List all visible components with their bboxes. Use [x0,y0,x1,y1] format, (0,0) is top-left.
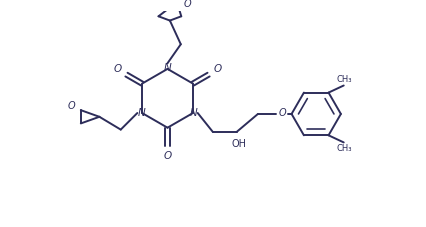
Text: O: O [113,64,121,74]
Text: CH₃: CH₃ [336,75,351,84]
Text: O: O [183,0,191,10]
Text: N: N [163,63,171,73]
Text: N: N [189,108,197,118]
Text: O: O [163,151,171,161]
Text: OH: OH [231,139,246,149]
Text: N: N [138,108,145,118]
Text: O: O [278,108,285,118]
Text: O: O [68,101,75,111]
Text: O: O [213,64,221,74]
Text: CH₃: CH₃ [336,144,351,153]
